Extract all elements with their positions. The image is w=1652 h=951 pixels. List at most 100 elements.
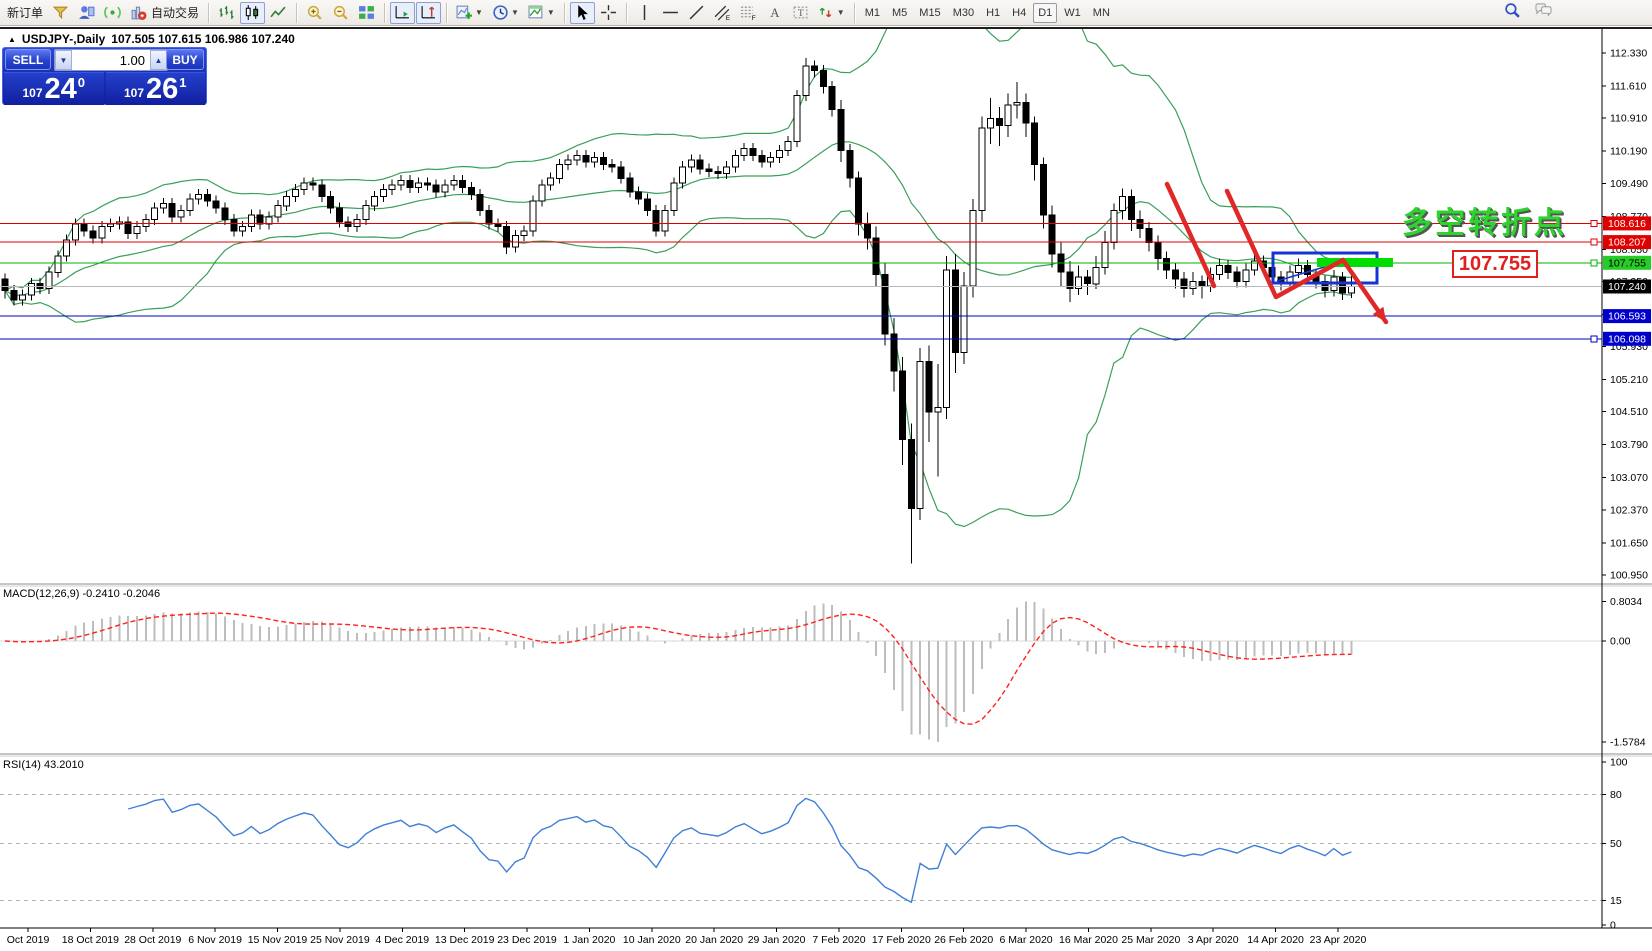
price-axis[interactable]: 112.330111.610110.910110.190109.490108.7… bbox=[1602, 48, 1651, 932]
arrows-tool-icon[interactable]: ▼ bbox=[814, 2, 849, 24]
toolbar-separator bbox=[208, 2, 210, 23]
annotation-price-box[interactable]: 107.755 bbox=[1452, 250, 1538, 278]
svg-text:106.593: 106.593 bbox=[1608, 311, 1646, 323]
red-arrowhead bbox=[1372, 306, 1386, 322]
svg-text:111.610: 111.610 bbox=[1610, 81, 1647, 93]
channel-tool-icon[interactable]: E bbox=[710, 2, 735, 24]
templates-icon[interactable]: ▼ bbox=[524, 2, 559, 24]
svg-text:23 Dec 2019: 23 Dec 2019 bbox=[497, 934, 557, 946]
timeframe-button-M5[interactable]: M5 bbox=[892, 6, 908, 19]
buy-price-big: 26 bbox=[146, 73, 179, 105]
svg-text:100: 100 bbox=[1610, 757, 1628, 769]
svg-text:105.210: 105.210 bbox=[1610, 374, 1648, 386]
quote-line: ▲ USDJPY-,Daily 107.505 107.615 106.986 … bbox=[8, 32, 295, 46]
chat-icon[interactable] bbox=[1535, 2, 1552, 24]
candlestick-chart-icon[interactable] bbox=[240, 1, 266, 24]
horizontal-level-lines[interactable] bbox=[0, 219, 1602, 343]
panel-separators[interactable] bbox=[0, 28, 1652, 929]
svg-text:3 Apr 2020: 3 Apr 2020 bbox=[1188, 934, 1239, 946]
horizontal-line-tool-icon[interactable] bbox=[658, 2, 683, 24]
new-order-button[interactable]: 新订单 bbox=[7, 6, 44, 20]
rsi-indicator-label: RSI(14) 43.2010 bbox=[3, 759, 84, 771]
timeframe-button-M1[interactable]: M1 bbox=[864, 6, 880, 19]
auto-scroll-icon[interactable] bbox=[390, 1, 416, 24]
svg-text:0: 0 bbox=[1610, 920, 1616, 932]
volume-increase-button[interactable]: ▲ bbox=[150, 50, 167, 70]
tile-windows-icon[interactable] bbox=[354, 2, 379, 24]
rsi-panel bbox=[0, 794, 1602, 904]
auto-trading-label: 自动交易 bbox=[151, 6, 200, 20]
chevron-down-icon: ▼ bbox=[836, 8, 845, 17]
svg-text:20 Jan 2020: 20 Jan 2020 bbox=[685, 934, 743, 946]
sell-button[interactable]: SELL bbox=[5, 49, 51, 70]
svg-text:F: F bbox=[751, 15, 755, 21]
profiles-icon[interactable] bbox=[74, 2, 99, 24]
svg-text:107.240: 107.240 bbox=[1608, 281, 1646, 293]
timeframe-button-W1[interactable]: W1 bbox=[1064, 6, 1081, 19]
toolbar-separator bbox=[563, 2, 565, 23]
svg-text:0.8034: 0.8034 bbox=[1610, 596, 1642, 608]
chart-shift-icon[interactable] bbox=[416, 1, 442, 24]
main-panel[interactable] bbox=[0, 0, 1602, 564]
volume-spinner: ▼ 1.00 ▲ bbox=[54, 49, 168, 71]
svg-text:10 Jan 2020: 10 Jan 2020 bbox=[623, 934, 681, 946]
svg-text:103.070: 103.070 bbox=[1610, 472, 1648, 484]
svg-text:101.650: 101.650 bbox=[1610, 537, 1648, 549]
svg-text:6 Mar 2020: 6 Mar 2020 bbox=[1000, 934, 1053, 946]
vertical-line-tool-icon[interactable] bbox=[632, 2, 657, 24]
timeframe-button-H1[interactable]: H1 bbox=[986, 6, 1001, 19]
line-chart-icon[interactable] bbox=[266, 2, 291, 24]
timeframe-button-D1[interactable]: D1 bbox=[1033, 2, 1058, 23]
zoom-in-icon[interactable] bbox=[302, 2, 327, 24]
indicators-icon[interactable]: ▼ bbox=[452, 2, 487, 24]
timeframe-button-M15[interactable]: M15 bbox=[919, 6, 941, 19]
sell-price-big: 24 bbox=[44, 73, 77, 105]
bar-chart-icon[interactable] bbox=[214, 2, 239, 24]
sell-price[interactable]: 107 24 0 bbox=[4, 72, 104, 105]
red-trend-line bbox=[1164, 181, 1217, 289]
svg-text:16 Mar 2020: 16 Mar 2020 bbox=[1059, 934, 1118, 946]
cursor-tool-icon[interactable] bbox=[569, 1, 595, 24]
svg-text:15 Nov 2019: 15 Nov 2019 bbox=[248, 934, 308, 946]
fibonacci-tool-icon[interactable]: F bbox=[736, 2, 761, 24]
drawing-objects[interactable] bbox=[1164, 181, 1393, 325]
buy-price[interactable]: 107 26 1 bbox=[105, 72, 205, 105]
svg-text:26 Feb 2020: 26 Feb 2020 bbox=[934, 934, 993, 946]
volume-value[interactable]: 1.00 bbox=[119, 52, 145, 68]
time-axis[interactable]: Oct 2019 18 Oct 2019 28 Oct 2019 6 Nov 2019… bbox=[7, 928, 1367, 946]
svg-text:108.616: 108.616 bbox=[1608, 218, 1646, 230]
symbol-period-label: USDJPY-,Daily bbox=[21, 32, 106, 46]
svg-text:1 Jan 2020: 1 Jan 2020 bbox=[563, 934, 615, 946]
text-tool-icon[interactable]: A bbox=[762, 2, 787, 24]
svg-text:7 Feb 2020: 7 Feb 2020 bbox=[812, 934, 865, 946]
search-icon[interactable] bbox=[1504, 2, 1521, 24]
timeframe-button-H4[interactable]: H4 bbox=[1012, 6, 1027, 19]
svg-text:112.330: 112.330 bbox=[1610, 48, 1647, 60]
chevron-down-icon: ▼ bbox=[510, 8, 519, 17]
periods-clock-icon[interactable]: ▼ bbox=[488, 2, 523, 24]
annotation-headline[interactable]: 多空转折点 bbox=[1402, 207, 1567, 240]
macd-signal-line bbox=[4, 612, 1352, 725]
timeframe-button-MN[interactable]: MN bbox=[1092, 6, 1110, 19]
svg-text:0.00: 0.00 bbox=[1610, 636, 1631, 648]
volume-decrease-button[interactable]: ▼ bbox=[55, 50, 72, 70]
zoom-out-icon[interactable] bbox=[328, 2, 353, 24]
window-border bbox=[0, 27, 1652, 29]
trendline-tool-icon[interactable] bbox=[684, 2, 709, 24]
collapse-one-click-arrow[interactable]: ▲ bbox=[8, 34, 16, 44]
funnel-icon[interactable] bbox=[48, 2, 73, 24]
signal-icon[interactable] bbox=[100, 2, 125, 24]
crosshair-tool-icon[interactable] bbox=[596, 2, 621, 24]
buy-button[interactable]: BUY bbox=[166, 49, 204, 70]
svg-text:T: T bbox=[798, 8, 804, 19]
svg-text:Oct 2019: Oct 2019 bbox=[7, 934, 50, 946]
green-highlight-bar bbox=[1317, 258, 1393, 267]
sell-price-pip: 0 bbox=[77, 75, 86, 90]
bollinger-band-lower bbox=[4, 210, 1352, 528]
timeframe-button-M30[interactable]: M30 bbox=[952, 6, 975, 19]
auto-trading-button[interactable]: 自动交易 bbox=[126, 2, 203, 24]
svg-text:-1.5784: -1.5784 bbox=[1610, 737, 1646, 749]
svg-text:103.790: 103.790 bbox=[1610, 439, 1648, 451]
label-tool-icon[interactable]: T bbox=[788, 2, 813, 24]
